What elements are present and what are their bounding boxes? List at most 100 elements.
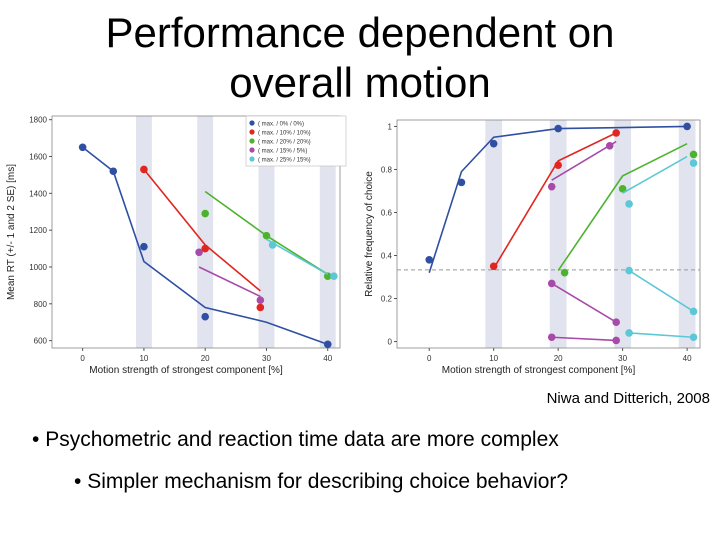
band-40: [319, 116, 336, 348]
data-point-blue: [425, 256, 434, 264]
band-20: [549, 120, 567, 348]
data-point-blue: [554, 124, 562, 133]
data-point-cyan-low: [689, 307, 698, 316]
data-point-blue: [201, 312, 209, 321]
data-point-magenta-low: [612, 318, 620, 326]
legend-label-magenta: ( max. / 15% / 5%): [258, 149, 307, 155]
legend-label-green: ( max. / 20% / 20%): [258, 140, 311, 146]
series-line-red-high: [493, 132, 617, 269]
slide-title: Performance dependent on overall motion: [60, 8, 660, 108]
band-30: [614, 120, 632, 348]
series-line-cyan: [266, 238, 329, 276]
series-line-magenta-high: [551, 140, 617, 181]
y-tick-label: 1000: [29, 263, 47, 272]
series-line-magenta-lowest: [551, 336, 617, 342]
title-line-1: Performance dependent on: [105, 9, 615, 56]
band-10: [135, 116, 152, 348]
x-tick-label: 30: [262, 354, 271, 363]
x-tick-label: 20: [201, 354, 210, 363]
data-point-cyan: [268, 241, 277, 249]
x-axis-label: Motion strength of strongest component […: [89, 365, 283, 376]
series-line-blue: [428, 125, 688, 273]
data-point-blue: [78, 143, 87, 152]
plot-frame: [51, 115, 341, 349]
bullet-marker: •: [32, 428, 40, 451]
data-point-red-high: [612, 129, 620, 137]
legend-marker-blue: [249, 120, 255, 126]
data-point-cyan-lowest: [689, 333, 698, 342]
series-line-cyan-lowest: [629, 332, 694, 339]
x-axis-label: Motion strength of strongest component […: [442, 365, 636, 376]
y-axis-label: Mean RT (+/- 1 and 2 SE) [ms]: [6, 164, 17, 300]
data-point-green-high: [618, 185, 627, 193]
reaction-time-chart: 0 10 20 30 40 600 800 1000 1200 1400 1600 1800 Motio…: [6, 115, 347, 376]
data-point-blue: [489, 139, 498, 148]
data-point-blue: [683, 122, 691, 131]
data-point-red-high: [554, 161, 562, 169]
series-line-green-high: [557, 142, 688, 272]
data-point-magenta-low: [547, 279, 556, 288]
legend-marker-red: [249, 129, 255, 135]
y-tick-label: 1: [388, 122, 393, 131]
series-line-magenta-low: [551, 282, 617, 323]
data-point-green: [201, 209, 209, 218]
data-point-cyan-high: [625, 200, 633, 208]
data-point-magenta-lowest: [612, 336, 620, 345]
legend-label-cyan: ( max. / 25% / 15%): [258, 158, 311, 164]
y-tick-label: 1400: [29, 189, 47, 198]
data-point-magenta-high: [547, 182, 556, 191]
x-tick-label: 40: [323, 354, 332, 363]
legend-box: [245, 115, 347, 167]
legend-label-blue: ( max. / 0% / 0%): [258, 122, 304, 128]
band-20: [197, 116, 214, 348]
data-point-cyan: [330, 272, 338, 280]
data-point-red-high: [489, 262, 498, 271]
choice-frequency-chart: 0 10 20 30 40 0 0.2 0.4 0.6 0.8 1 Motion strength o…: [364, 119, 701, 376]
data-point-red: [201, 244, 209, 253]
x-tick-label: 40: [683, 354, 692, 363]
data-point-magenta-high: [605, 142, 614, 150]
bullet-text-1: Psychometric and reaction time data are …: [45, 428, 559, 451]
legend-marker-green: [249, 138, 255, 144]
y-tick-label: 1600: [29, 153, 47, 162]
series-line-cyan-low: [628, 269, 694, 313]
data-point-green: [323, 272, 332, 280]
x-tick-label: 10: [139, 354, 148, 363]
x-tick-label: 0: [427, 354, 432, 363]
data-point-green-high: [560, 268, 569, 277]
data-point-magenta: [195, 248, 203, 257]
data-point-green: [262, 231, 271, 240]
data-point-magenta-lowest: [547, 333, 556, 342]
data-point-red: [256, 303, 265, 312]
series-line-cyan-high: [622, 155, 688, 194]
y-tick-label: 0.4: [381, 252, 393, 261]
y-tick-label: 0: [388, 338, 393, 347]
band-10: [485, 120, 503, 348]
data-point-magenta: [256, 296, 265, 304]
bullet-item-1: • Psychometric and reaction time data ar…: [32, 428, 559, 452]
series-line-magenta: [198, 266, 261, 298]
bullet-text-2: Simpler mechanism for describing choice …: [87, 470, 569, 493]
data-point-blue: [109, 167, 118, 176]
data-point-cyan-high: [689, 159, 698, 167]
x-tick-label: 30: [618, 354, 627, 363]
bullet-item-2: • Simpler mechanism for describing choic…: [74, 470, 568, 494]
data-point-cyan-low: [625, 266, 633, 275]
y-tick-label: 1800: [29, 116, 47, 125]
data-point-blue: [457, 178, 466, 187]
data-point-green-high: [689, 150, 698, 159]
y-tick-label: 1200: [29, 226, 47, 235]
x-tick-label: 20: [554, 354, 563, 363]
y-tick-label: 0.6: [381, 208, 393, 217]
citation: Niwa and Ditterich, 2008: [546, 390, 710, 407]
legend-label-red: ( max. / 10% / 10%): [258, 131, 311, 137]
y-tick-label: 600: [34, 337, 48, 346]
series-line-blue: [82, 146, 329, 346]
legend-marker-cyan: [249, 156, 255, 162]
y-tick-label: 800: [34, 300, 48, 309]
x-tick-label: 10: [489, 354, 498, 363]
title-line-2: overall motion: [229, 59, 491, 106]
y-tick-label: 0.2: [381, 295, 393, 304]
data-point-blue: [323, 340, 332, 349]
y-tick-label: 0.8: [381, 165, 393, 174]
